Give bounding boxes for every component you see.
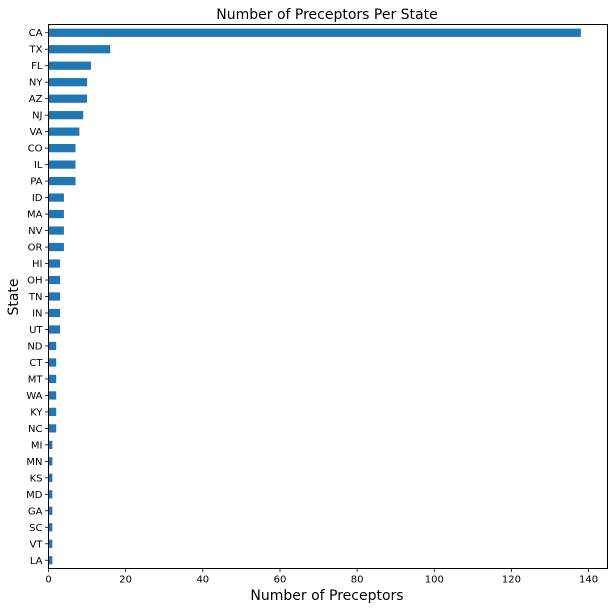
y-tick-label: TX	[29, 45, 43, 56]
x-tick-label: 100	[425, 575, 444, 586]
y-tick-label: KY	[30, 407, 43, 418]
y-tick-label: VT	[30, 539, 44, 550]
y-tick-label: UT	[29, 325, 43, 336]
bar-ny	[48, 78, 88, 87]
bar-ma	[48, 209, 64, 219]
plot-frame	[48, 24, 608, 569]
bar-mt	[48, 374, 57, 384]
y-tick-label: NY	[29, 78, 43, 89]
y-tick-label: CO	[28, 144, 43, 155]
y-tick-label: TN	[28, 292, 43, 303]
y-tick-label: OR	[28, 243, 43, 254]
x-axis-ticks: 0 20 40 60 80 100 120 140	[45, 568, 598, 586]
x-axis-label: Number of Preceptors	[250, 588, 403, 604]
y-axis-label: State	[6, 278, 22, 315]
bar-or	[48, 242, 64, 252]
bar-az	[48, 94, 88, 103]
y-tick-label: ID	[32, 193, 43, 204]
x-tick-label: 40	[196, 575, 209, 586]
bar-in	[48, 308, 61, 318]
y-tick-label: KS	[30, 473, 43, 484]
bar-oh	[48, 275, 61, 285]
bar-sc	[48, 523, 53, 532]
bar-nc	[48, 424, 57, 433]
bar-ga	[48, 506, 53, 515]
y-tick-label: FL	[31, 61, 43, 72]
bar-md	[48, 490, 53, 499]
y-tick-label: WA	[26, 391, 42, 402]
chart-title: Number of Preceptors Per State	[216, 7, 437, 23]
bar-pa	[48, 176, 76, 186]
y-tick-label: NV	[28, 226, 42, 237]
y-tick-label: PA	[30, 177, 42, 188]
y-tick-label: MD	[26, 490, 43, 501]
bar-vt	[48, 539, 53, 548]
x-tick-label: 140	[579, 575, 598, 586]
bar-ct	[48, 358, 57, 367]
bar-id	[48, 193, 64, 202]
bar-mn	[48, 457, 53, 466]
bar-ca	[48, 28, 581, 37]
y-tick-label: HI	[32, 259, 42, 270]
bar-ut	[48, 325, 61, 334]
y-tick-label: GA	[28, 506, 43, 517]
bar-va	[48, 127, 80, 136]
bar-la	[48, 556, 53, 565]
bar-nv	[48, 226, 64, 235]
bar-wa	[48, 391, 57, 400]
y-tick-label: NC	[28, 424, 42, 435]
bar-tx	[48, 45, 111, 54]
y-tick-label: AZ	[29, 94, 43, 105]
x-tick-label: 0	[45, 575, 51, 586]
bar-ky	[48, 407, 57, 417]
y-tick-label: MN	[26, 457, 42, 468]
x-tick-label: 120	[502, 575, 521, 586]
y-tick-label: MI	[31, 440, 43, 451]
y-tick-label: OH	[27, 276, 42, 287]
bar-fl	[48, 61, 91, 70]
x-tick-label: 20	[119, 575, 132, 586]
y-tick-label: IL	[34, 160, 43, 171]
y-tick-label: VA	[29, 127, 42, 138]
y-tick-label: CA	[29, 28, 43, 39]
bar-nj	[48, 111, 84, 120]
y-tick-label: ND	[27, 341, 42, 352]
y-tick-label: SC	[29, 523, 42, 534]
bar-nd	[48, 341, 57, 351]
bar-mi	[48, 440, 53, 449]
bar-hi	[48, 259, 61, 268]
x-tick-label: 80	[351, 575, 364, 586]
bar-il	[48, 160, 76, 169]
y-tick-label: CT	[29, 358, 43, 369]
bar-co	[48, 144, 76, 153]
x-tick-label: 60	[274, 575, 287, 586]
y-tick-label: LA	[30, 556, 43, 567]
bars-group	[48, 28, 581, 565]
y-tick-label: NJ	[32, 111, 42, 122]
y-tick-label: MT	[28, 374, 44, 385]
bar-ks	[48, 473, 53, 482]
y-tick-label: IN	[32, 308, 42, 319]
y-tick-label: MA	[27, 210, 43, 221]
bar-tn	[48, 292, 61, 301]
y-axis-ticks: CA TX FL NY AZ NJ VA CO IL PA ID MA NV OR HI OH TN IN UT ND…	[26, 28, 49, 567]
